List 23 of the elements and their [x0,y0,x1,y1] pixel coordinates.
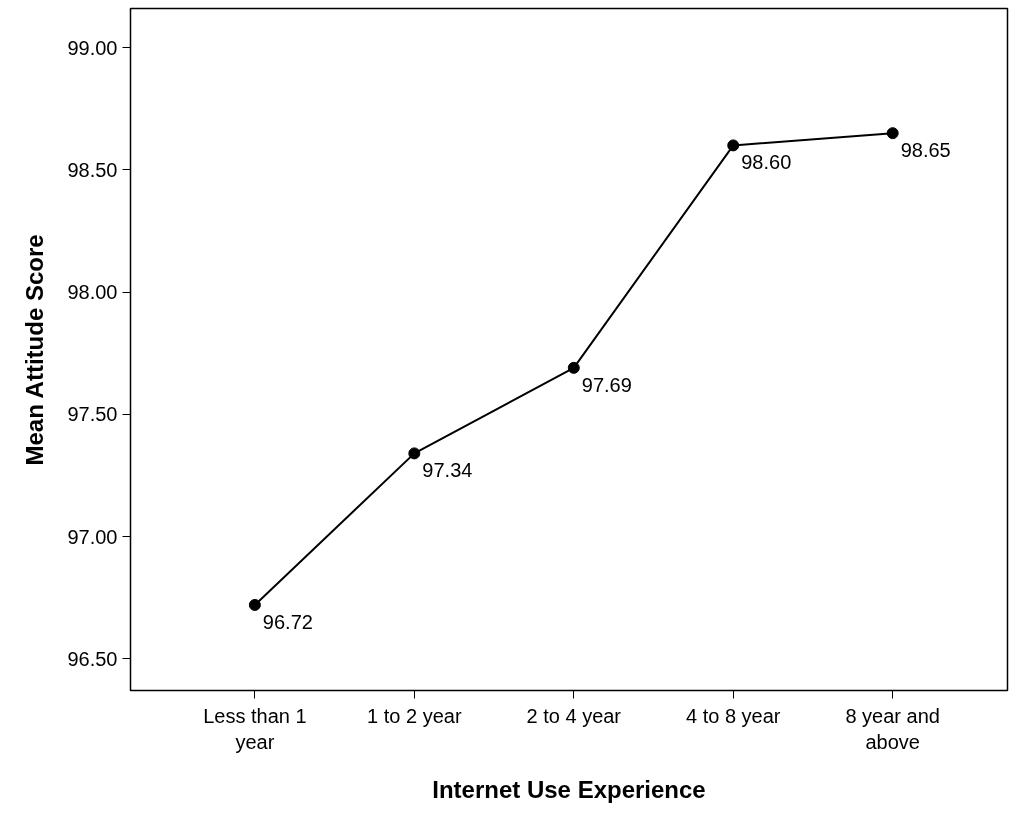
x-tick-label: 2 to 4 year [526,704,622,727]
x-tick-label: Less than 1 year [203,704,307,753]
data-label: 97.69 [581,373,632,396]
y-tick-label: 98.00 [67,281,118,304]
point [886,127,899,140]
x-axis-title: Internet Use Experience [432,775,706,803]
y-tick-label: 99.00 [67,36,118,59]
point [248,598,261,611]
data-label: 97.34 [422,459,473,482]
y-axis-title: Mean Attitude Score [21,234,49,466]
y-tick-label: 96.50 [67,647,118,670]
x-tick-label: 1 to 2 year [367,704,462,727]
data-label: 98.60 [741,151,792,174]
x-tick-label: 4 to 8 year [685,704,781,727]
point [727,139,740,152]
point [408,447,421,460]
y-tick-label: 97.50 [67,403,118,426]
data-label: 98.65 [900,139,951,162]
point [567,361,580,374]
y-tick-label: 98.50 [67,158,118,181]
y-tick-label: 97.00 [67,525,118,548]
data-label: 96.72 [262,610,313,633]
x-tick-label: 8 year and above [845,704,940,753]
